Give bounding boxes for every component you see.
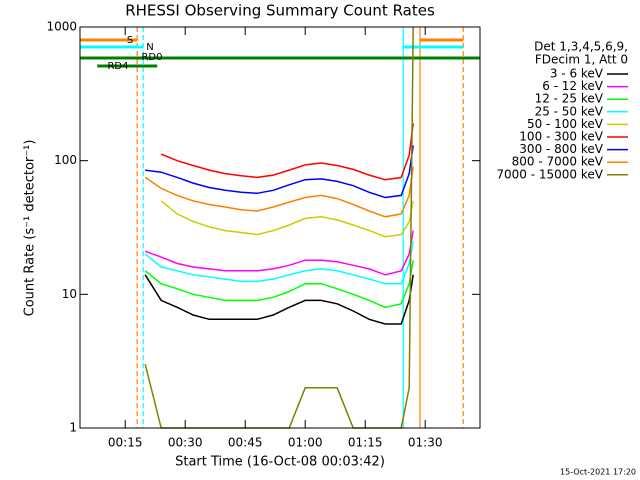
flag-label: RD4 (107, 61, 128, 72)
x-tick-label: 01:15 (348, 436, 383, 450)
series-line (144, 230, 414, 276)
legend-label: 3 - 6 keV (550, 67, 604, 81)
legend-header: FDecim 1, Att 0 (535, 53, 628, 67)
flag-label: RD0 (141, 52, 162, 63)
chart-title: RHESSI Observing Summary Count Rates (125, 2, 435, 20)
legend-label: 12 - 25 keV (535, 92, 604, 106)
legend-label: 25 - 50 keV (535, 104, 604, 118)
y-tick-label: 1000 (46, 20, 77, 34)
legend-label: 300 - 800 keV (519, 142, 603, 156)
plot-frame (79, 26, 481, 429)
y-axis-label: Count Rate (s⁻¹ detector⁻¹) (23, 140, 38, 317)
y-tick-label: 10 (62, 287, 77, 301)
series-line (144, 260, 414, 309)
legend-label: 100 - 300 keV (519, 130, 603, 144)
x-tick-label: 00:45 (228, 436, 263, 450)
legend-header: Det 1,3,4,5,6,9, (534, 40, 628, 54)
flag-label: S (127, 35, 133, 46)
legend-label: 800 - 7000 keV (512, 155, 604, 169)
x-axis-label: Start Time (16-Oct-08 00:03:42) (175, 455, 385, 470)
x-tick-label: 01:00 (288, 436, 323, 450)
series-line (160, 123, 414, 181)
y-tick-label: 1 (69, 421, 77, 435)
series-line (145, 145, 414, 199)
series-line (144, 26, 414, 429)
x-tick-label: 00:15 (108, 436, 143, 450)
series-line (144, 240, 414, 285)
legend-label: 6 - 12 keV (542, 79, 604, 93)
legend-label: 7000 - 15000 keV (496, 167, 603, 181)
series-line (144, 166, 414, 218)
series-line (160, 200, 414, 238)
x-tick-label: 00:30 (168, 436, 203, 450)
flag-label: N (146, 42, 153, 53)
y-tick-label: 100 (54, 153, 77, 167)
series-line (144, 274, 414, 325)
legend-label: 50 - 100 keV (527, 117, 604, 131)
x-tick-label: 01:30 (408, 436, 443, 450)
footer: 15-Oct-2021 17:20 (560, 468, 636, 477)
